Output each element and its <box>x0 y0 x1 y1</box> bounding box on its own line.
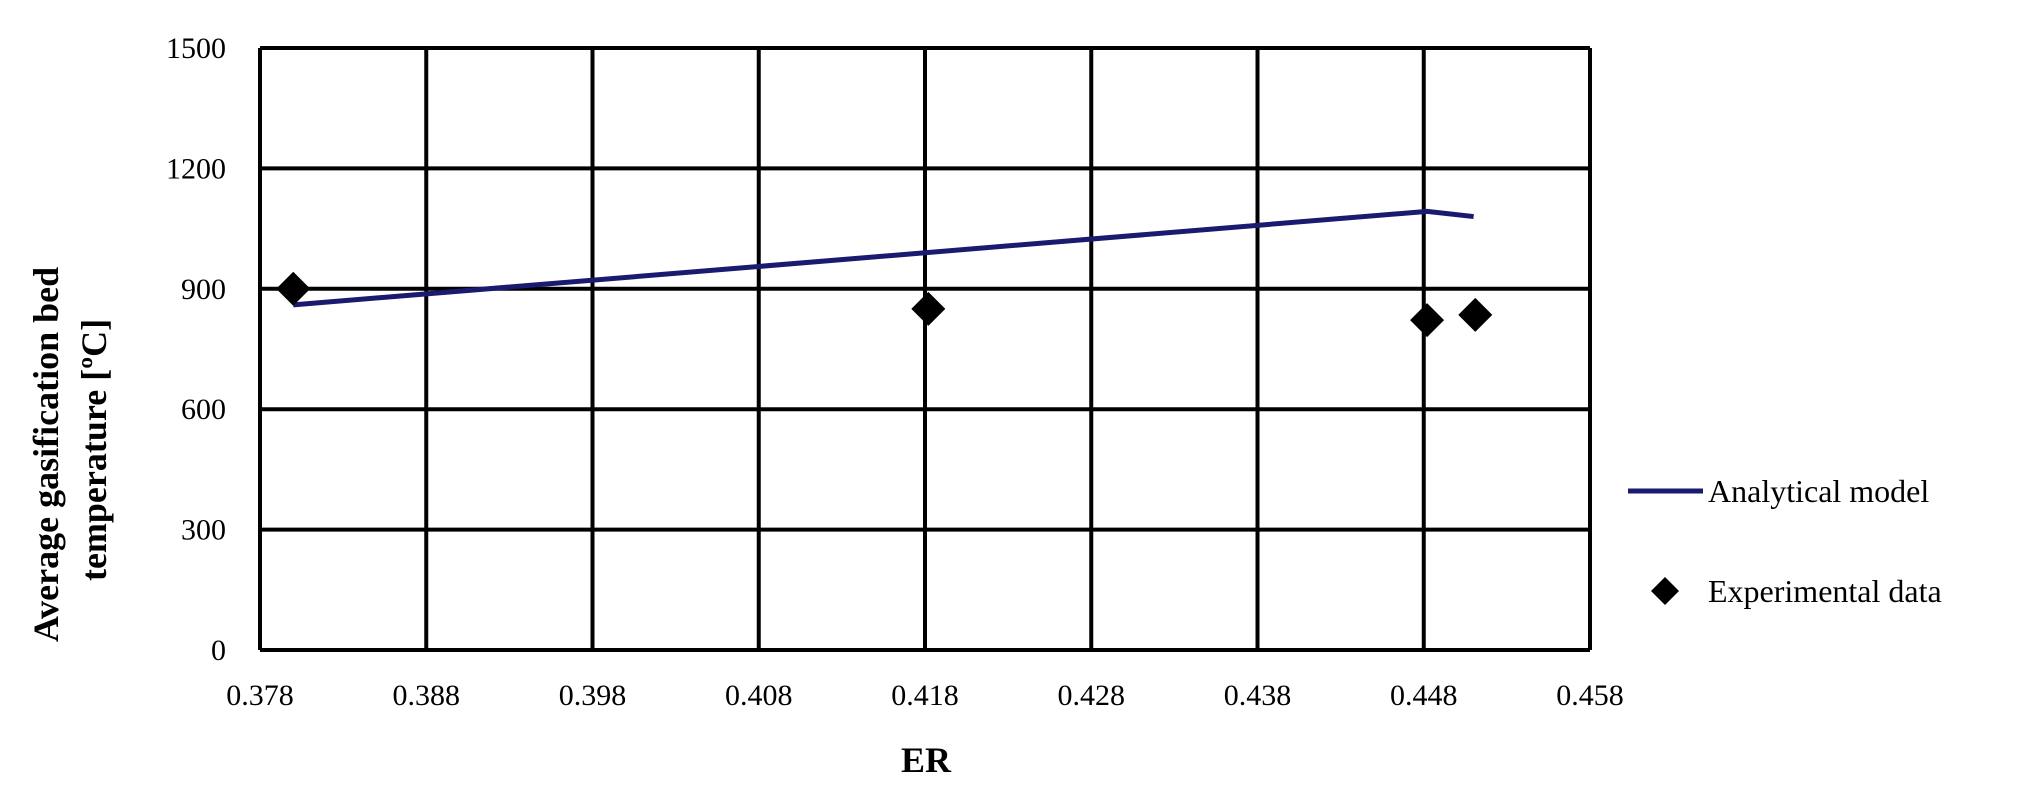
x-tick-label: 0.448 <box>1390 679 1458 712</box>
y-tick-label: 600 <box>181 393 226 426</box>
series-line-analytical-model <box>293 208 1474 308</box>
y-tick-label: 1500 <box>166 32 226 65</box>
x-tick-label: 0.428 <box>1058 679 1126 712</box>
x-tick-label: 0.458 <box>1556 679 1624 712</box>
experimental-data-point <box>1458 297 1493 332</box>
y-tick-label: 1200 <box>166 152 226 185</box>
y-tick-labels: 0 300 600 900 1200 1500 <box>166 32 226 667</box>
x-tick-label: 0.378 <box>226 679 294 712</box>
experimental-data-point <box>276 271 311 306</box>
legend-diamond-swatch <box>1651 577 1679 605</box>
legend: Analytical model Experimental data <box>1628 473 1942 609</box>
x-tick-label: 0.408 <box>725 679 793 712</box>
series-layer <box>276 208 1493 338</box>
x-tick-labels: 0.378 0.388 0.398 0.408 0.418 0.428 0.438 0.448… <box>226 679 1624 712</box>
y-tick-label: 300 <box>181 514 226 547</box>
legend-item-experimental-data: Experimental data <box>1651 573 1942 609</box>
legend-label-analytical-model: Analytical model <box>1708 473 1929 509</box>
experimental-data-point <box>1410 303 1445 338</box>
legend-label-experimental-data: Experimental data <box>1708 573 1942 609</box>
x-tick-label: 0.388 <box>393 679 461 712</box>
y-axis-title-line-2: temperature [ºC] <box>74 319 114 581</box>
experimental-data-point <box>911 291 946 326</box>
y-tick-label: 0 <box>211 634 226 667</box>
x-tick-label: 0.418 <box>891 679 959 712</box>
grid <box>258 46 1592 652</box>
y-axis-title: Average gasification bed temperature [ºC… <box>26 258 114 642</box>
y-tick-label: 900 <box>181 273 226 306</box>
x-tick-label: 0.438 <box>1224 679 1292 712</box>
x-tick-label: 0.398 <box>559 679 627 712</box>
legend-item-analytical-model: Analytical model <box>1628 473 1929 509</box>
y-axis-title-line-1: Average gasification bed <box>26 267 66 642</box>
x-axis-title: ER <box>901 740 952 780</box>
